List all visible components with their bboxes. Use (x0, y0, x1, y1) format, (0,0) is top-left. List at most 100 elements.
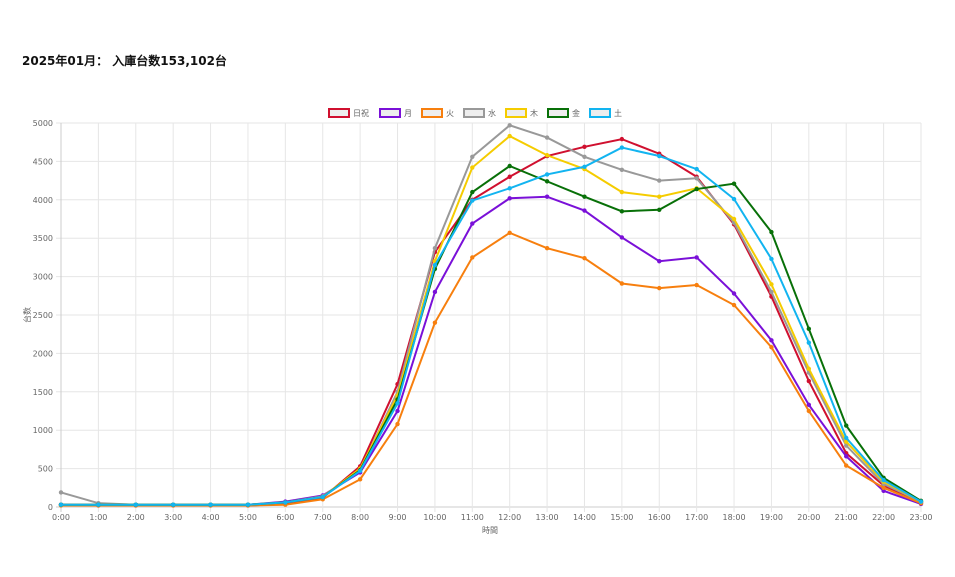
data-point (769, 282, 774, 287)
data-point (582, 144, 587, 150)
y-tick-label: 3500 (33, 234, 53, 243)
data-point (657, 207, 662, 212)
data-point (470, 189, 475, 195)
legend-item-swatch-6[interactable] (589, 108, 611, 118)
data-point (470, 198, 475, 203)
y-tick-label: 2500 (33, 311, 53, 320)
legend-item-swatch-2[interactable] (421, 108, 443, 118)
data-point (432, 262, 438, 268)
y-tick-label: 5000 (33, 119, 53, 128)
y-tick-label: 0 (48, 503, 53, 512)
legend-item-swatch-4[interactable] (505, 108, 527, 118)
data-point (544, 153, 550, 158)
legend-item-label-6[interactable]: 土 (614, 108, 622, 118)
x-tick-label: 11:00 (461, 513, 484, 522)
x-tick-label: 17:00 (685, 513, 708, 522)
data-point (844, 435, 849, 441)
data-point (731, 196, 737, 202)
data-point (582, 194, 587, 199)
x-tick-label: 8:00 (351, 513, 369, 522)
legend-item-swatch-0[interactable] (328, 108, 350, 118)
data-point (769, 229, 774, 235)
data-point (694, 176, 699, 181)
y-tick-label: 500 (38, 465, 53, 474)
data-point (731, 181, 737, 186)
y-axis-label: 台数 (22, 307, 32, 323)
x-tick-label: 14:00 (573, 513, 596, 522)
x-tick-label: 0:00 (52, 513, 70, 522)
data-point (694, 255, 699, 260)
data-point (657, 194, 662, 199)
data-point (844, 443, 849, 448)
data-point (283, 500, 288, 505)
x-tick-label: 20:00 (797, 513, 820, 522)
legend-item-swatch-5[interactable] (547, 108, 569, 118)
data-point (470, 255, 475, 260)
data-point (507, 133, 512, 139)
data-point (769, 345, 774, 350)
data-point (544, 194, 550, 199)
data-point (657, 259, 662, 264)
series-line-2 (61, 231, 922, 507)
x-tick-label: 18:00 (723, 513, 746, 522)
x-tick-label: 10:00 (423, 513, 446, 522)
data-point (619, 136, 625, 142)
data-point (507, 186, 512, 191)
data-point (806, 408, 812, 414)
data-point (881, 485, 886, 490)
y-tick-label: 1000 (33, 426, 53, 435)
legend-item-label-2[interactable]: 火 (446, 109, 454, 118)
data-point (395, 408, 400, 414)
data-point (133, 502, 138, 507)
data-point (395, 421, 400, 427)
x-tick-label: 23:00 (909, 513, 932, 522)
x-tick-label: 19:00 (760, 513, 783, 522)
x-axis-label: 時間 (482, 526, 498, 535)
data-point (619, 189, 625, 195)
data-point (208, 502, 213, 507)
data-point (694, 186, 699, 192)
data-point (245, 502, 251, 507)
legend-item-label-1[interactable]: 月 (404, 109, 412, 118)
data-point (657, 178, 662, 183)
x-tick-label: 13:00 (536, 513, 559, 522)
data-point (769, 289, 774, 295)
data-point (507, 174, 512, 179)
data-point (507, 230, 512, 236)
data-point (881, 488, 886, 494)
data-point (544, 245, 550, 251)
legend-item-label-0[interactable]: 日祝 (353, 108, 369, 118)
data-point (806, 378, 812, 384)
series-line-6 (61, 146, 922, 506)
data-point (58, 490, 64, 495)
data-point (844, 463, 849, 468)
legend-item-label-5[interactable]: 金 (572, 108, 580, 118)
x-tick-label: 16:00 (648, 513, 671, 522)
legend-item-swatch-1[interactable] (379, 108, 401, 118)
legend-item-label-4[interactable]: 木 (530, 108, 538, 118)
legend-item-label-3[interactable]: 水 (488, 108, 496, 118)
series-line-4 (61, 134, 922, 506)
data-point (619, 145, 625, 150)
data-point (619, 281, 625, 286)
x-tick-label: 5:00 (239, 513, 257, 522)
x-tick-label: 21:00 (835, 513, 858, 522)
data-point (544, 179, 550, 184)
x-tick-label: 3:00 (164, 513, 182, 522)
data-point (769, 256, 774, 262)
data-point (470, 154, 475, 159)
page-title: 2025年01月： 入庫台数153,102台 (22, 54, 227, 68)
data-point (96, 502, 101, 507)
data-point (694, 282, 699, 288)
y-tick-label: 4500 (33, 157, 53, 166)
data-point (582, 208, 587, 213)
data-point (731, 216, 737, 222)
data-point (432, 289, 438, 295)
x-tick-label: 1:00 (89, 513, 107, 522)
data-point (320, 494, 325, 500)
data-point (918, 499, 924, 504)
legend-item-swatch-3[interactable] (463, 108, 485, 118)
data-point (507, 123, 512, 128)
x-tick-label: 2:00 (127, 513, 145, 522)
